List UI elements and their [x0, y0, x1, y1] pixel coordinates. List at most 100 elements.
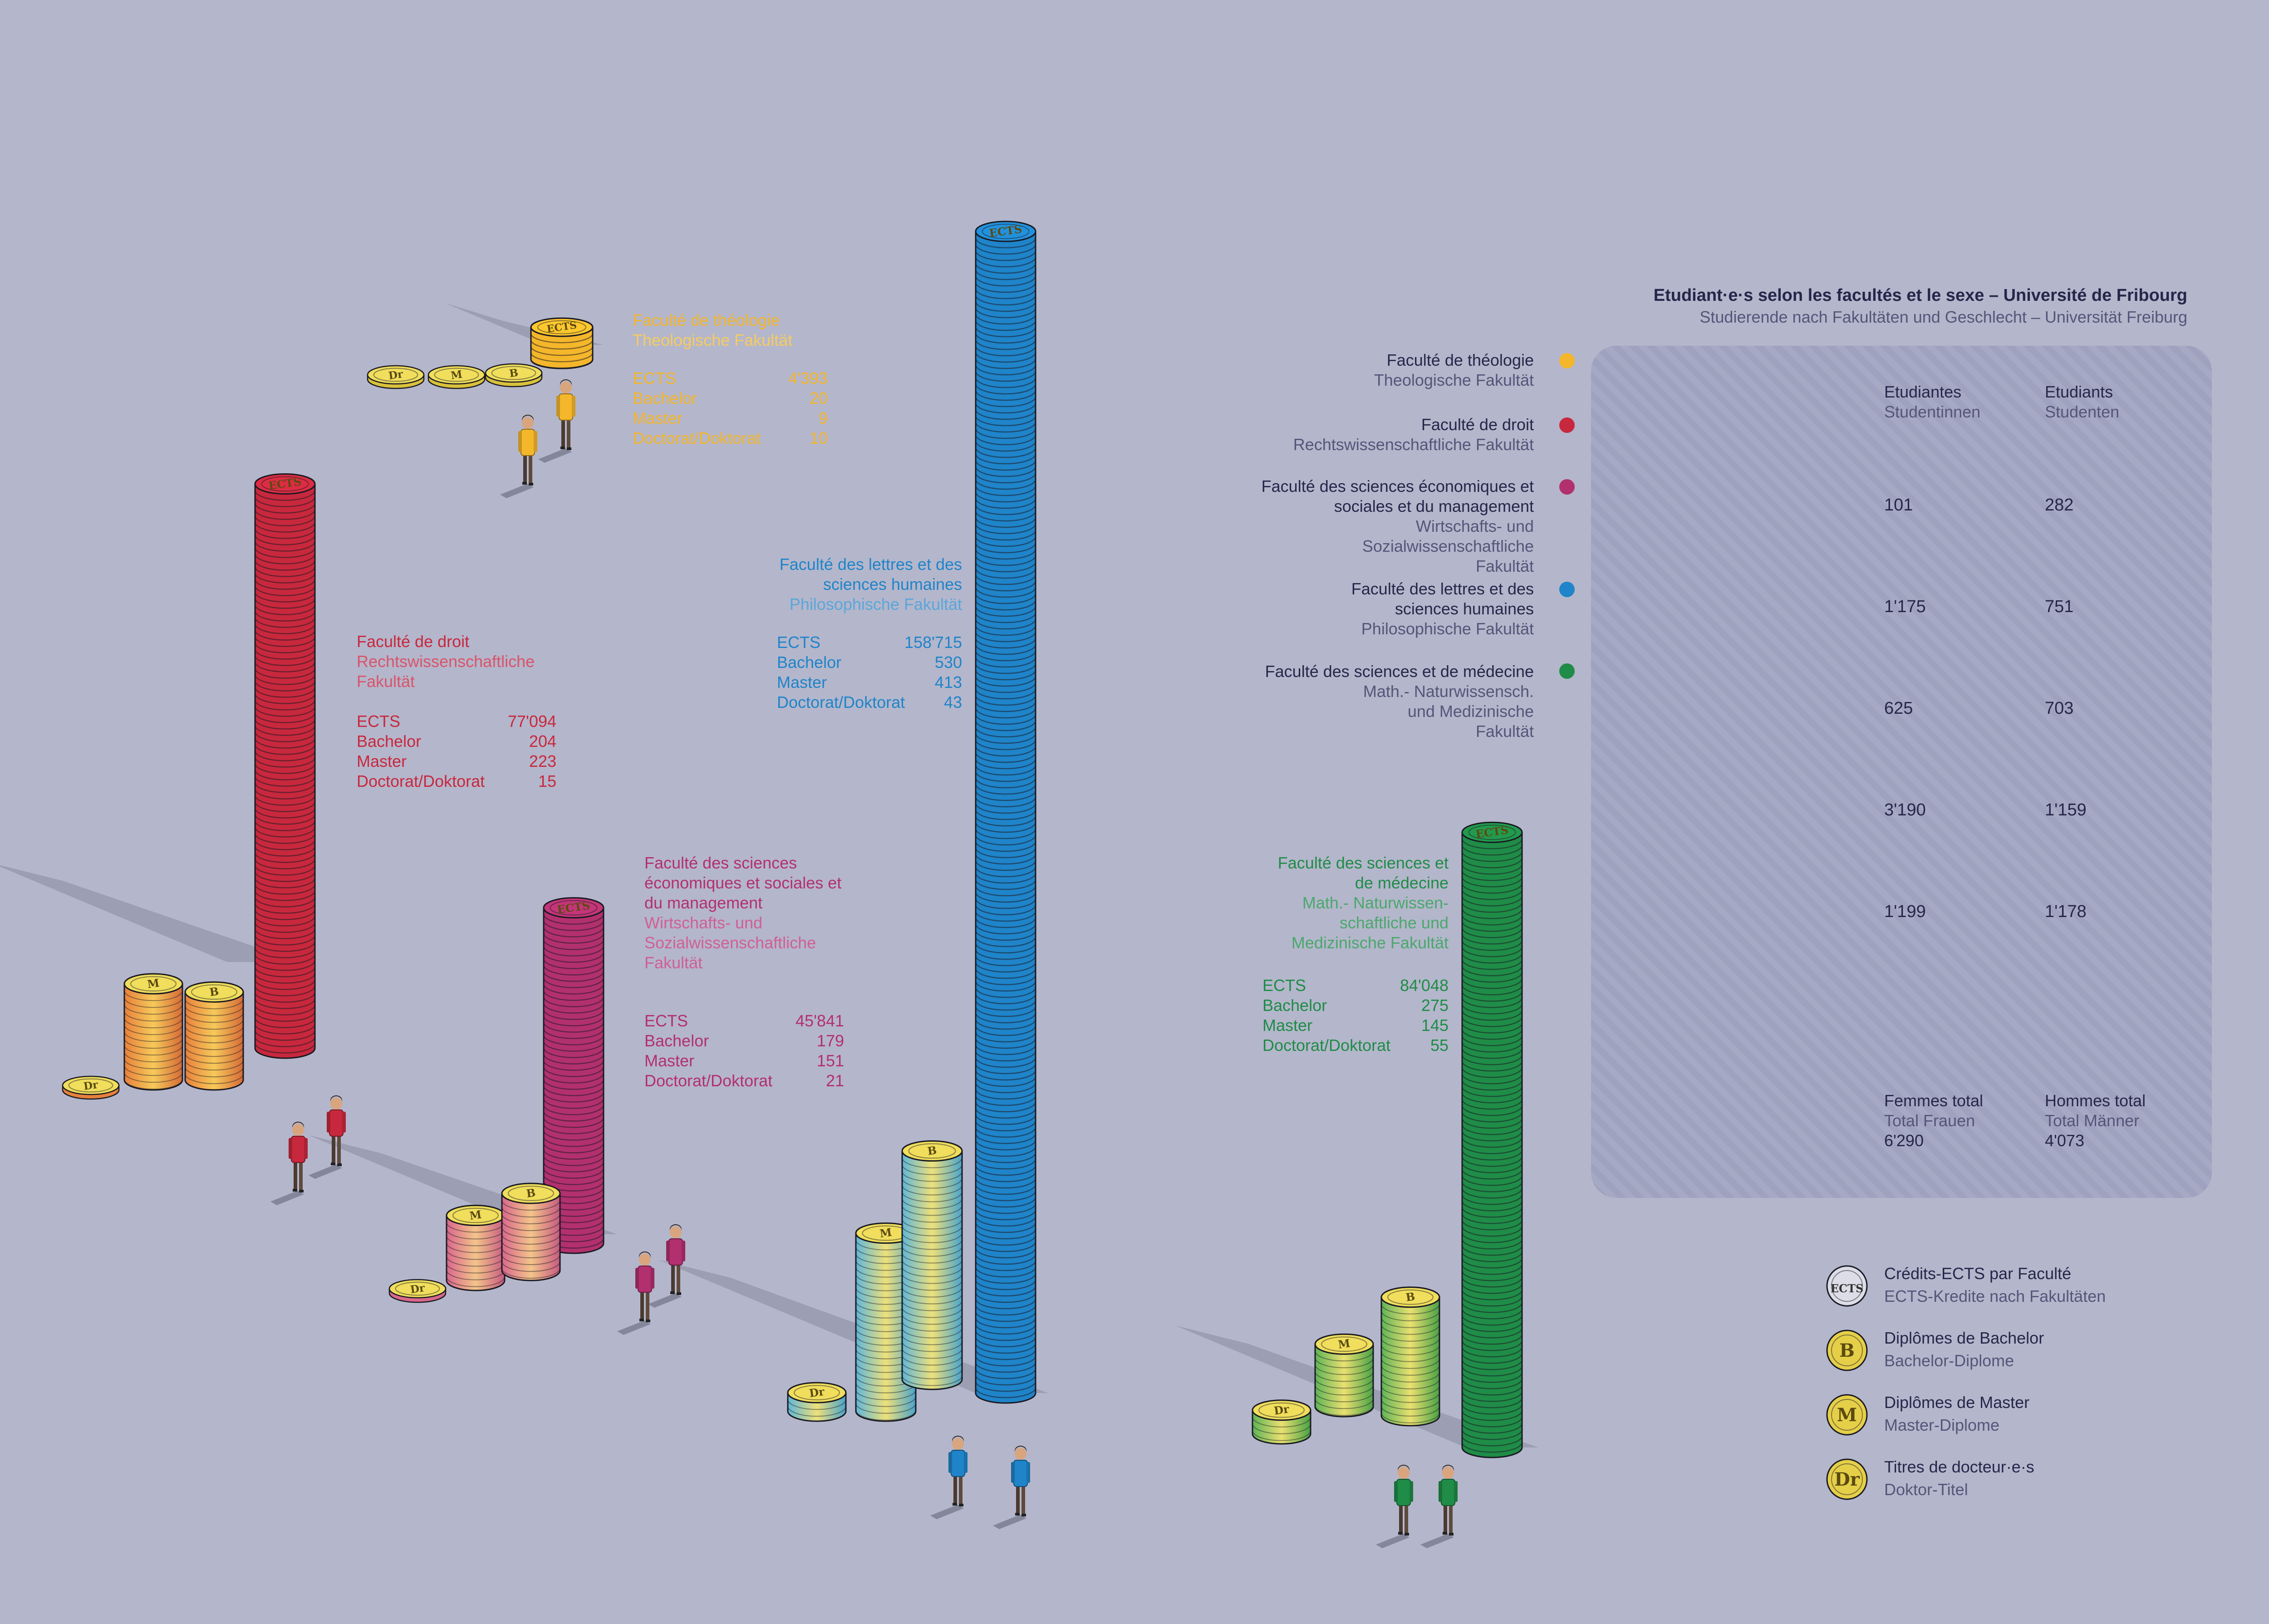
women-economie: 625	[1884, 699, 1913, 718]
legend-economie-fr: Faculté des sciences économiques et soci…	[1261, 477, 1534, 515]
person-droit-man	[309, 1095, 346, 1179]
men-total-value: 4'073	[2045, 1131, 2084, 1150]
tower-ects-economie: ECTS	[543, 897, 604, 1254]
legend-sciences-fr: Faculté des sciences et de médecine	[1265, 662, 1534, 681]
women-theologie: 101	[1884, 496, 1913, 515]
legend-droit-dot	[1559, 417, 1575, 433]
stat-label: Master	[644, 1051, 695, 1070]
men-head-fr: Etudiants	[2045, 383, 2113, 401]
svg-text:B: B	[1405, 1290, 1416, 1304]
legend-theologie-fr: Faculté de théologie	[1386, 351, 1534, 369]
coin-doctorat-economie: Dr	[388, 1279, 447, 1303]
legend-sciences: Faculté des sciences et de médecine Math…	[1225, 662, 1534, 741]
svg-text:M: M	[147, 976, 160, 991]
women-total-value: 6'290	[1884, 1131, 1924, 1150]
legend-coins: ECTS B M Dr	[1826, 1265, 1868, 1500]
stat-label: Bachelor	[777, 653, 842, 672]
svg-text:M: M	[1837, 1404, 1857, 1426]
key-bachelor-de: Bachelor-Diplome	[1884, 1351, 2014, 1370]
person-sciences-woman	[1376, 1464, 1413, 1548]
lettres-name-fr: Faculté des lettres et des sciences huma…	[779, 555, 962, 594]
svg-text:Dr: Dr	[388, 368, 404, 382]
legend-lettres-dot	[1559, 582, 1575, 597]
theologie-bachelor: 20	[809, 389, 828, 407]
coin-doctorat-droit: Dr	[62, 1075, 120, 1100]
women-head-de: Studentinnen	[1884, 402, 1981, 421]
lettres-doctorat: 43	[943, 693, 962, 711]
women-head-fr: Etudiantes	[1884, 383, 1962, 401]
key-coin-m: M	[1826, 1394, 1868, 1436]
men-total-de: Total Männer	[2045, 1111, 2140, 1130]
person-droit-woman	[270, 1121, 308, 1205]
droit-name-de: Rechtswissenschaftliche Fakultät	[357, 652, 535, 691]
person-theologie-man	[538, 379, 575, 463]
men-economie: 703	[2045, 699, 2074, 718]
droit-label: Faculté de droit Rechtswissenschaftliche…	[357, 632, 547, 692]
tower-ects-sciences: ECTS	[1461, 821, 1523, 1458]
coin-doctorat-theologie: Dr	[367, 365, 425, 389]
stack-doctorat-lettres: Dr	[787, 1382, 847, 1422]
person-theologie-woman	[500, 414, 537, 498]
legend-economie-de: Wirtschafts- und Sozialwissenschaftliche…	[1362, 517, 1534, 575]
sciences-stats: ECTS 84'048 Bachelor 275 Master 145 Doctora…	[1262, 976, 1449, 1055]
lettres-ects: 158'715	[904, 633, 962, 652]
key-coin-ects: ECTS	[1826, 1265, 1868, 1307]
stat-label: Master	[633, 409, 683, 427]
men-droit: 751	[2045, 597, 2074, 616]
person-lettres-woman	[930, 1435, 968, 1519]
sciences-bachelor: 275	[1421, 996, 1449, 1015]
lettres-label: Faculté des lettres et des sciences huma…	[753, 554, 962, 614]
person-economie-man	[648, 1224, 685, 1308]
legend-economie: Faculté des sciences économiques et soci…	[1252, 476, 1534, 576]
svg-text:M: M	[450, 368, 463, 382]
theologie-label: Faculté de théologie Theologische Fakult…	[633, 310, 792, 350]
stack-bachelor-droit: B	[184, 981, 244, 1091]
stack-bachelor-economie: B	[501, 1182, 561, 1281]
svg-text:Dr: Dr	[83, 1079, 99, 1093]
legend-lettres: Faculté des lettres et des sciences huma…	[1321, 579, 1534, 639]
economie-bachelor: 179	[816, 1031, 844, 1050]
men-total: Hommes total Total Männer 4'073	[2045, 1091, 2146, 1151]
svg-text:B: B	[509, 367, 519, 380]
key-master: Diplômes de Master Master-Diplome	[1884, 1391, 2029, 1437]
lettres-name-de: Philosophische Fakultät	[789, 595, 962, 613]
economie-master: 151	[816, 1051, 844, 1070]
men-head-de: Studenten	[2045, 402, 2120, 421]
gender-panel	[1591, 346, 2212, 1198]
coin-master-theologie: M	[427, 365, 486, 389]
economie-stats: ECTS 45'841 Bachelor 179 Master 151 Doctora…	[644, 1011, 844, 1091]
key-doctorat-fr: Titres de docteur·e·s	[1884, 1457, 2034, 1476]
stat-label: Bachelor	[1262, 996, 1327, 1015]
stat-label: Bachelor	[357, 732, 422, 751]
stat-label: Doctorat/Doktorat	[357, 772, 485, 790]
stack-bachelor-sciences: B	[1380, 1286, 1440, 1427]
stat-label: Doctorat/Doktorat	[1262, 1036, 1391, 1055]
theologie-ects: 4'393	[788, 369, 828, 388]
women-column-header: Etudiantes Studentinnen	[1884, 382, 1980, 422]
svg-text:Dr: Dr	[1834, 1469, 1860, 1490]
stat-label: ECTS	[633, 369, 677, 388]
droit-doctorat: 15	[538, 772, 556, 790]
stat-label: Doctorat/Doktorat	[633, 429, 761, 447]
theologie-name-de: Theologische Fakultät	[633, 331, 793, 349]
economie-ects: 45'841	[796, 1011, 844, 1030]
key-coin-b: B	[1826, 1330, 1868, 1371]
coin-stacks: ECTS Dr M B ECTS M B Dr ECTS M B Dr ECTS M B Dr ECTS M B Dr	[62, 221, 1523, 1458]
stack-master-lettres: M	[855, 1222, 917, 1422]
key-ects: Crédits-ECTS par Faculté ECTS-Kredite na…	[1884, 1262, 2106, 1308]
legend-droit-de: Rechtswissenschaftliche Fakultät	[1293, 435, 1534, 454]
stack-master-sciences: M	[1314, 1333, 1374, 1418]
sciences-name-fr: Faculté des sciences et de médecine	[1277, 854, 1449, 892]
shadow-droit	[0, 865, 300, 962]
person-economie-woman	[617, 1251, 654, 1335]
key-ects-de: ECTS-Kredite nach Fakultäten	[1884, 1287, 2106, 1305]
men-total-fr: Hommes total	[2045, 1091, 2146, 1110]
stat-label: ECTS	[644, 1011, 688, 1030]
key-bachelor-fr: Diplômes de Bachelor	[1884, 1329, 2044, 1347]
lettres-bachelor: 530	[934, 653, 962, 672]
stat-label: Master	[777, 673, 827, 692]
legend-lettres-fr: Faculté des lettres et des sciences huma…	[1351, 579, 1534, 618]
legend-economie-dot	[1559, 479, 1575, 495]
stack-master-economie: M	[446, 1205, 506, 1291]
